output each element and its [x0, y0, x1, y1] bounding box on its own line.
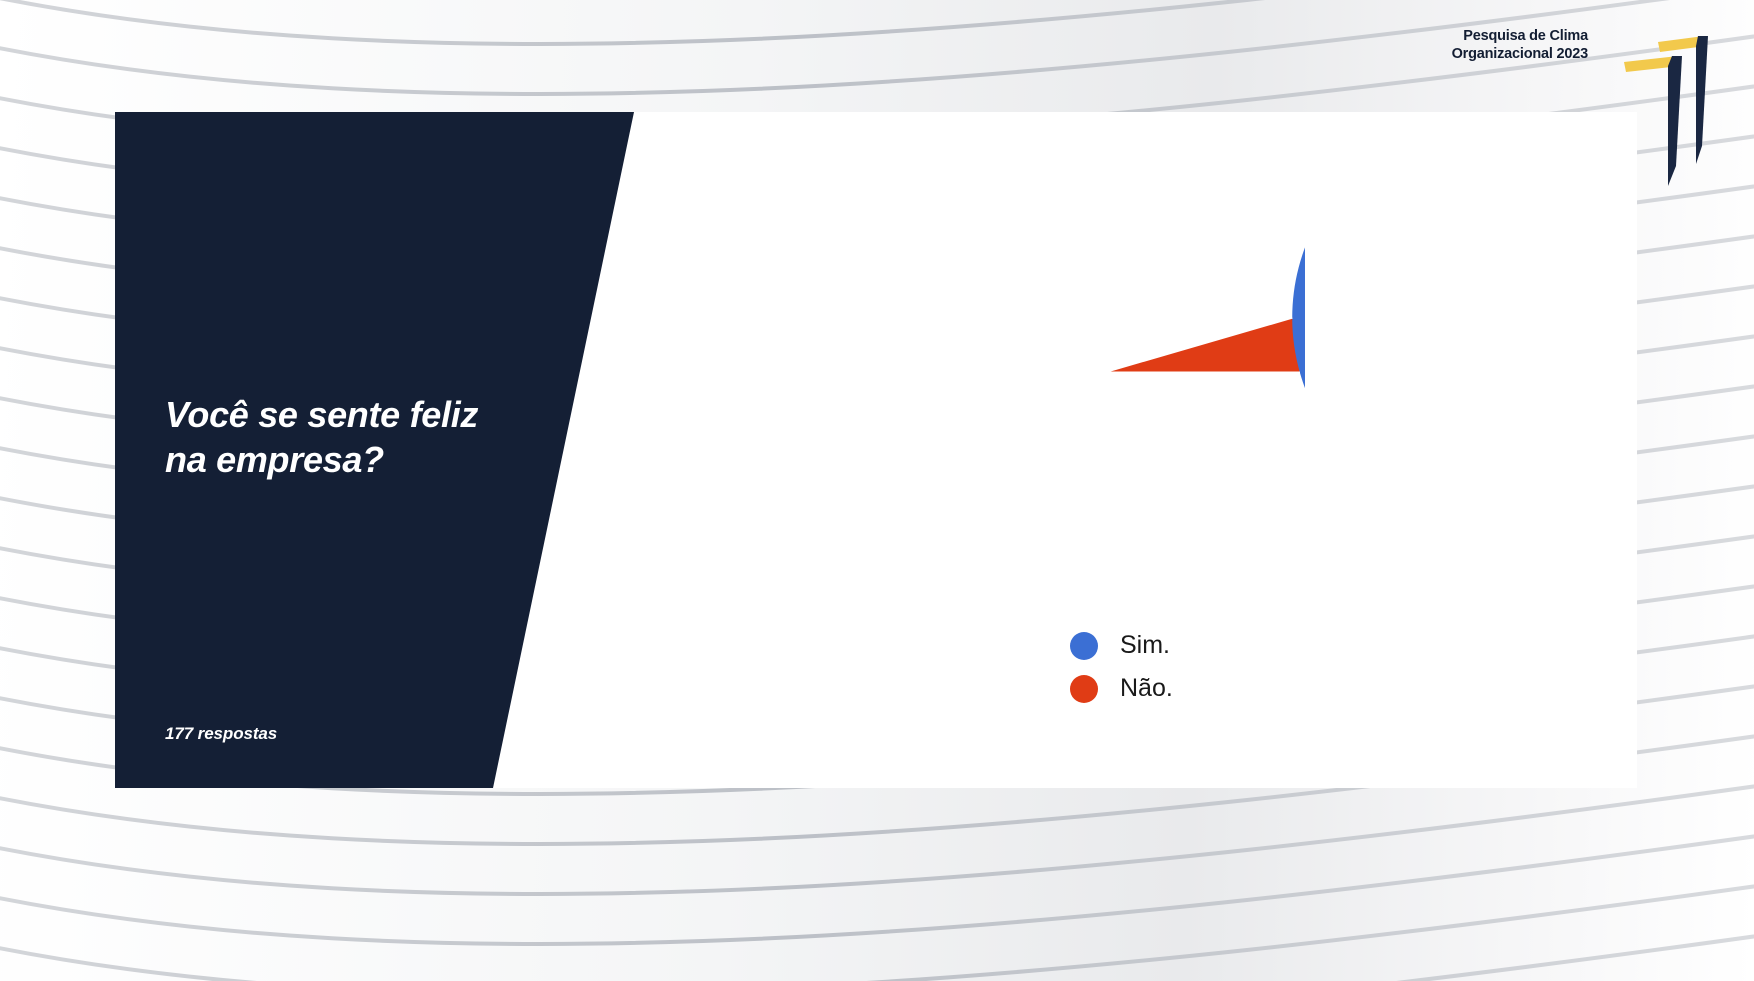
chart-legend: Sim. Não. — [1070, 624, 1173, 710]
legend-swatch-sim — [1070, 631, 1098, 660]
responses-count: 177 respostas — [165, 724, 278, 743]
survey-logo: Pesquisa de Clima Organizacional 2023 — [1446, 14, 1736, 194]
pie-slice-label-sim: 95,5% — [943, 346, 1027, 378]
navy-question-panel: Você se sente feliz na empresa? 177 resp… — [115, 112, 634, 788]
legend-label-nao: Não. — [1120, 674, 1173, 702]
chart-area: 95,5% Sim. Não. — [715, 112, 1637, 788]
legend-item-sim[interactable]: Sim. — [1070, 624, 1173, 667]
logo-title: Pesquisa de Clima Organizacional 2023 — [1451, 28, 1589, 63]
slide-card: Você se sente feliz na empresa? 177 resp… — [115, 112, 1637, 788]
question-line-1: Você se sente feliz — [165, 394, 479, 435]
logo-title-line-2: Organizacional 2023 — [1451, 45, 1589, 62]
pie-chart: 95,5% — [895, 168, 1305, 578]
legend-item-nao[interactable]: Não. — [1070, 667, 1173, 710]
legend-swatch-nao — [1070, 674, 1098, 703]
legend-label-sim: Sim. — [1120, 631, 1170, 659]
question-line-2: na empresa? — [165, 439, 384, 480]
logo-title-line-1: Pesquisa de Clima — [1463, 28, 1588, 44]
page-title: Você se sente feliz na empresa? — [165, 392, 595, 482]
double-blade-logo-icon — [1624, 36, 1708, 186]
